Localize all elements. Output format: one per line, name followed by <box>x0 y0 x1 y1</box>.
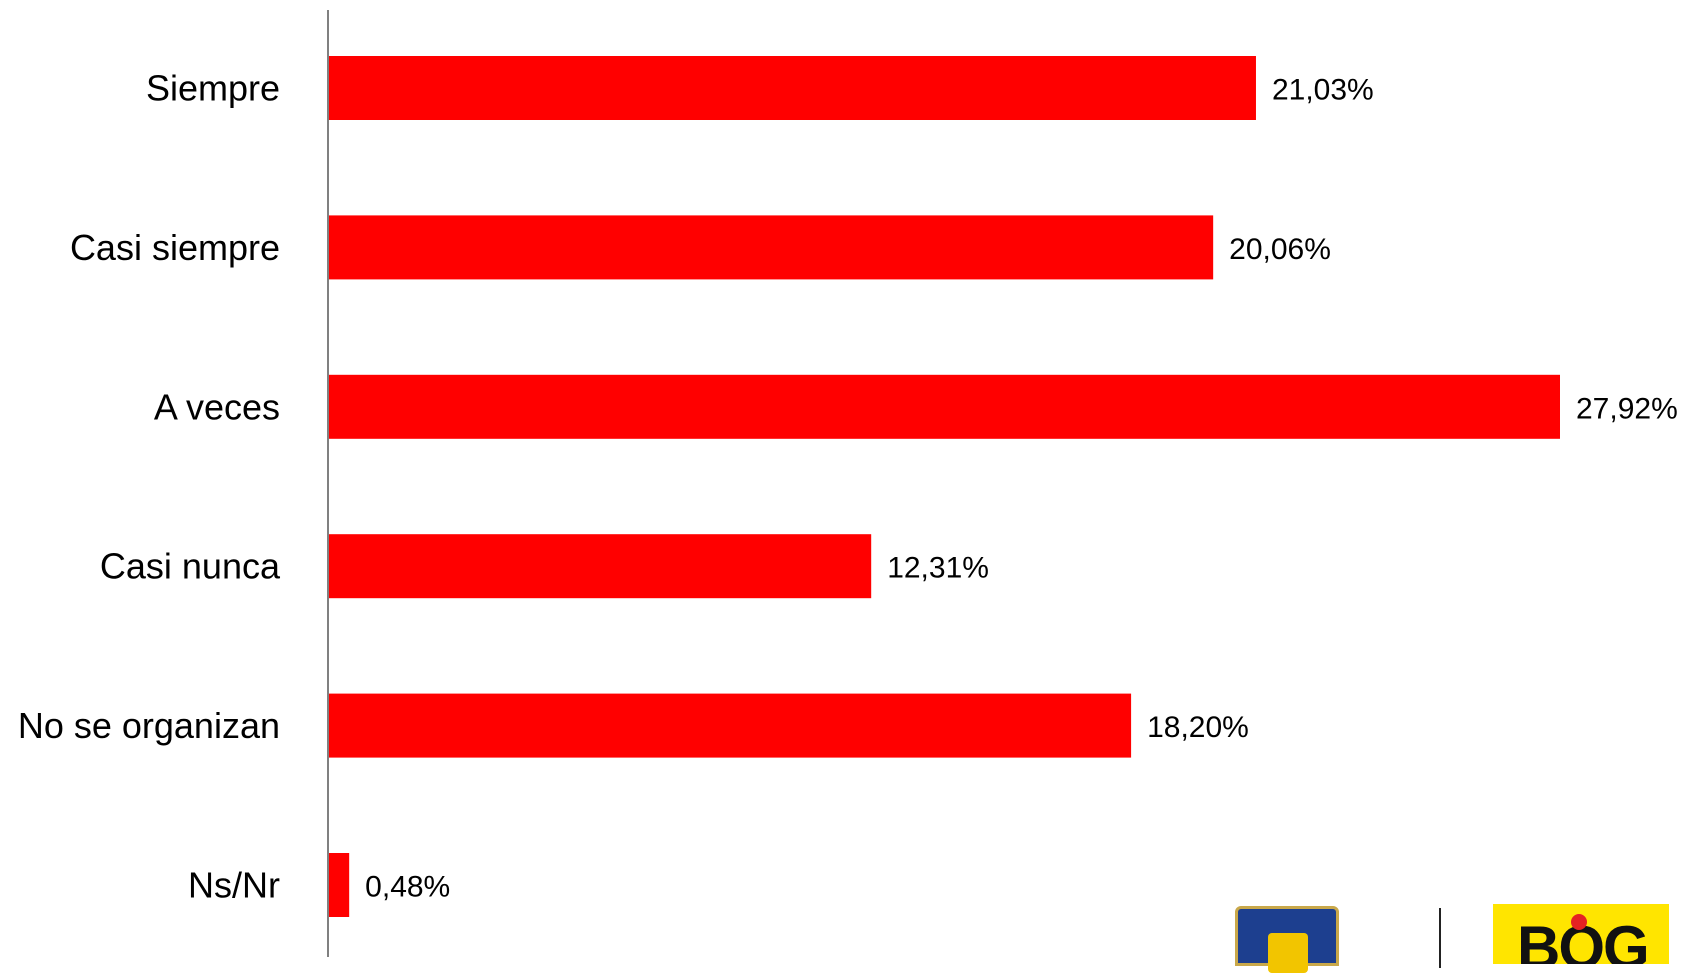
bog-logo-dot-icon <box>1571 914 1587 930</box>
data-label-4: 18,20% <box>1147 711 1249 744</box>
bar-5 <box>328 853 350 917</box>
data-label-3: 12,31% <box>887 552 989 585</box>
category-label-4: No se organizan <box>18 705 280 746</box>
category-label-1: Casi siempre <box>70 227 280 268</box>
category-labels: Siempre Casi siempre A veces Casi nunca No s… <box>18 68 281 906</box>
category-label-0: Siempre <box>146 68 280 109</box>
bar-4 <box>328 693 1132 758</box>
data-label-5: 0,48% <box>365 871 450 904</box>
data-label-1: 20,06% <box>1229 233 1331 266</box>
category-label-2: A veces <box>154 386 280 427</box>
bar-1 <box>328 215 1214 280</box>
logo-divider <box>1439 908 1441 968</box>
category-label-3: Casi nunca <box>100 546 281 587</box>
category-label-5: Ns/Nr <box>188 865 280 906</box>
bar-3 <box>328 534 872 599</box>
bar-0 <box>328 56 1256 120</box>
data-labels: 21,03% 20,06% 27,92% 12,31% 18,20% 0,48% <box>365 74 1678 904</box>
data-label-2: 27,92% <box>1576 392 1678 425</box>
data-label-0: 21,03% <box>1272 74 1374 107</box>
bar-2 <box>328 374 1560 439</box>
bogota-coat-of-arms-icon <box>1235 906 1339 973</box>
eagle-emblem-icon <box>1268 933 1308 973</box>
bog-logo-icon: BOG <box>1493 904 1669 964</box>
footer-logos: BOG <box>1230 900 1706 973</box>
bars-group <box>328 56 1560 917</box>
